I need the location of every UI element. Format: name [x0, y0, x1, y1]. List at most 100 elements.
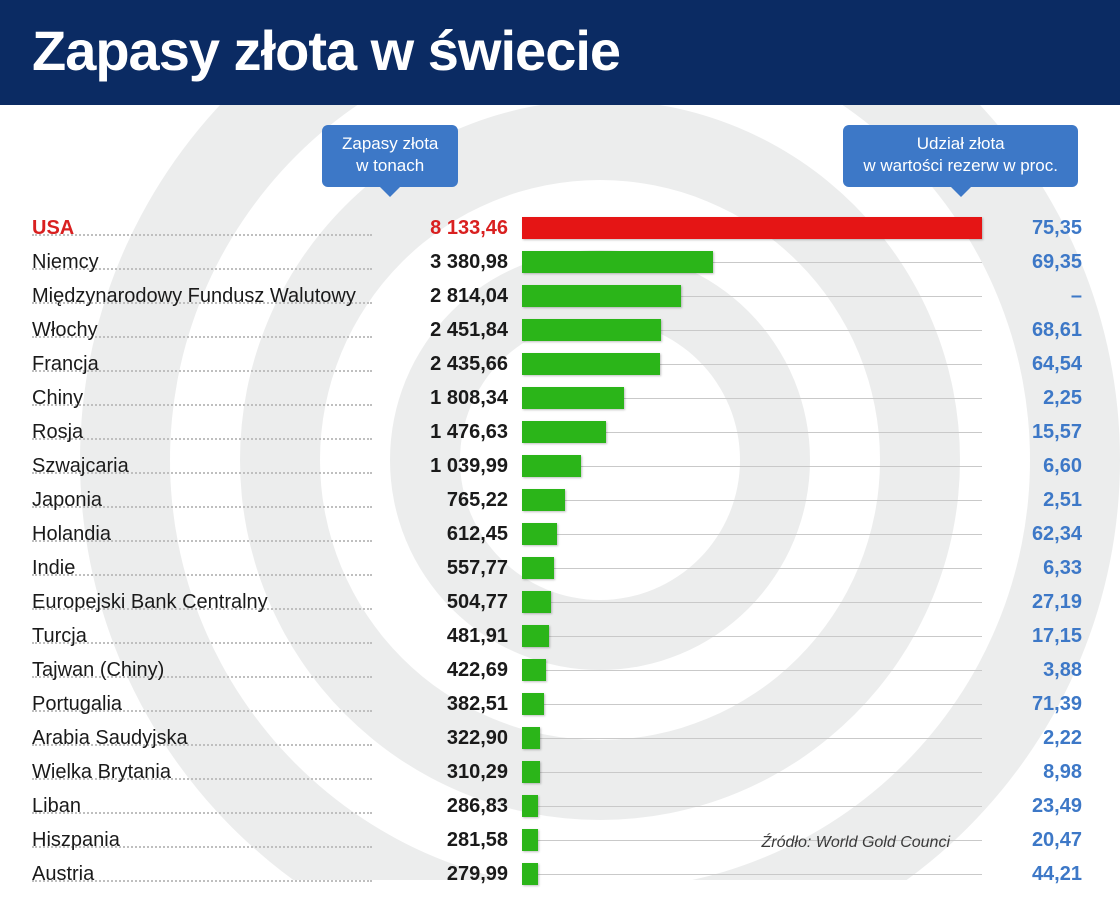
column-header-tons: Zapasy złota w tonach: [322, 125, 458, 187]
data-row: Indie557,77 6,33: [32, 551, 1088, 585]
bar-area: [522, 245, 982, 279]
tons-value: 279,99: [372, 863, 522, 886]
column-headers: Zapasy złota w tonach Udział złota w war…: [32, 125, 1088, 187]
bar: [522, 727, 540, 749]
bar: [522, 523, 557, 545]
percent-value: 2,25: [982, 387, 1082, 410]
tons-value: 286,83: [372, 795, 522, 818]
tons-value: 8 133,46: [372, 217, 522, 240]
bar: [522, 251, 713, 273]
data-row: Chiny1 808,34 2,25: [32, 381, 1088, 415]
data-row: Holandia612,4562,34: [32, 517, 1088, 551]
bar: [522, 285, 681, 307]
tons-value: 2 435,66: [372, 353, 522, 376]
country-label: Europejski Bank Centralny: [32, 591, 372, 614]
tons-value: 481,91: [372, 625, 522, 648]
percent-value: 2,51: [982, 489, 1082, 512]
country-label: Hiszpania: [32, 829, 372, 852]
percent-value: 68,61: [982, 319, 1082, 342]
percent-value: 2,22: [982, 727, 1082, 750]
country-label: Arabia Saudyjska: [32, 727, 372, 750]
tons-value: 504,77: [372, 591, 522, 614]
country-label: USA: [32, 217, 372, 240]
data-row: Japonia765,22 2,51: [32, 483, 1088, 517]
bar-area: [522, 653, 982, 687]
country-label: Niemcy: [32, 251, 372, 274]
column-header-percent: Udział złota w wartości rezerw w proc.: [843, 125, 1078, 187]
tons-value: 281,58: [372, 829, 522, 852]
bar-area: [522, 449, 982, 483]
country-label: Chiny: [32, 387, 372, 410]
country-label: Francja: [32, 353, 372, 376]
bar-area: [522, 789, 982, 823]
country-label: Holandia: [32, 523, 372, 546]
bar: [522, 625, 549, 647]
data-row: Tajwan (Chiny)422,693,88: [32, 653, 1088, 687]
bar: [522, 829, 538, 851]
tons-value: 3 380,98: [372, 251, 522, 274]
bar: [522, 489, 565, 511]
chart-content: Zapasy złota w tonach Udział złota w war…: [0, 105, 1120, 907]
tons-value: 2 451,84: [372, 319, 522, 342]
bar-area: [522, 381, 982, 415]
bar-area: [522, 721, 982, 755]
tons-value: 557,77: [372, 557, 522, 580]
country-label: Szwajcaria: [32, 455, 372, 478]
data-row: Austria279,9944,21: [32, 857, 1088, 891]
bar: [522, 557, 554, 579]
data-row: Portugalia382,51 71,39: [32, 687, 1088, 721]
tons-value: 1 808,34: [372, 387, 522, 410]
bar: [522, 863, 538, 885]
tons-value: 612,45: [372, 523, 522, 546]
tons-value: 1 476,63: [372, 421, 522, 444]
bar-area: [522, 415, 982, 449]
data-row: Rosja1 476,6315,57: [32, 415, 1088, 449]
data-row: Wielka Brytania310,298,98: [32, 755, 1088, 789]
tons-value: 1 039,99: [372, 455, 522, 478]
bar: [522, 591, 551, 613]
data-row: Europejski Bank Centralny504,7727,19: [32, 585, 1088, 619]
bar-area: [522, 517, 982, 551]
bar-area: [522, 619, 982, 653]
country-label: Japonia: [32, 489, 372, 512]
country-label: Turcja: [32, 625, 372, 648]
data-row: Francja2 435,66 64,54: [32, 347, 1088, 381]
percent-value: 64,54: [982, 353, 1082, 376]
data-row: Międzynarodowy Fundusz Walutowy2 814,04–: [32, 279, 1088, 313]
percent-value: 6,60: [982, 455, 1082, 478]
bar-area: [522, 347, 982, 381]
bar: [522, 761, 540, 783]
percent-value: 69,35: [982, 251, 1082, 274]
percent-value: 15,57: [982, 421, 1082, 444]
bar: [522, 693, 544, 715]
percent-value: 17,15: [982, 625, 1082, 648]
bar: [522, 319, 661, 341]
country-label: Austria: [32, 863, 372, 886]
bar: [522, 353, 660, 375]
bar-area: [522, 483, 982, 517]
data-rows: USA8 133,4675,35Niemcy3 380,9869,35Międz…: [32, 211, 1088, 891]
bar-area: [522, 585, 982, 619]
data-row: Niemcy3 380,98 69,35: [32, 245, 1088, 279]
bar: [522, 795, 538, 817]
country-label: Tajwan (Chiny): [32, 659, 372, 682]
country-label: Indie: [32, 557, 372, 580]
data-row: Arabia Saudyjska322,902,22: [32, 721, 1088, 755]
percent-value: 20,47: [982, 829, 1082, 852]
tons-value: 765,22: [372, 489, 522, 512]
bar-area: [522, 755, 982, 789]
tons-value: 382,51: [372, 693, 522, 716]
tons-value: 2 814,04: [372, 285, 522, 308]
bar: [522, 217, 982, 239]
tons-value: 310,29: [372, 761, 522, 784]
percent-value: –: [982, 285, 1082, 308]
source-label: Źródło: World Gold Counci: [761, 834, 950, 852]
bar-area: [522, 687, 982, 721]
country-label: Portugalia: [32, 693, 372, 716]
percent-value: 23,49: [982, 795, 1082, 818]
chart-title: Zapasy złota w świecie: [32, 18, 1088, 83]
percent-value: 6,33: [982, 557, 1082, 580]
data-row: Szwajcaria1 039,99 6,60: [32, 449, 1088, 483]
percent-value: 71,39: [982, 693, 1082, 716]
bar: [522, 387, 624, 409]
